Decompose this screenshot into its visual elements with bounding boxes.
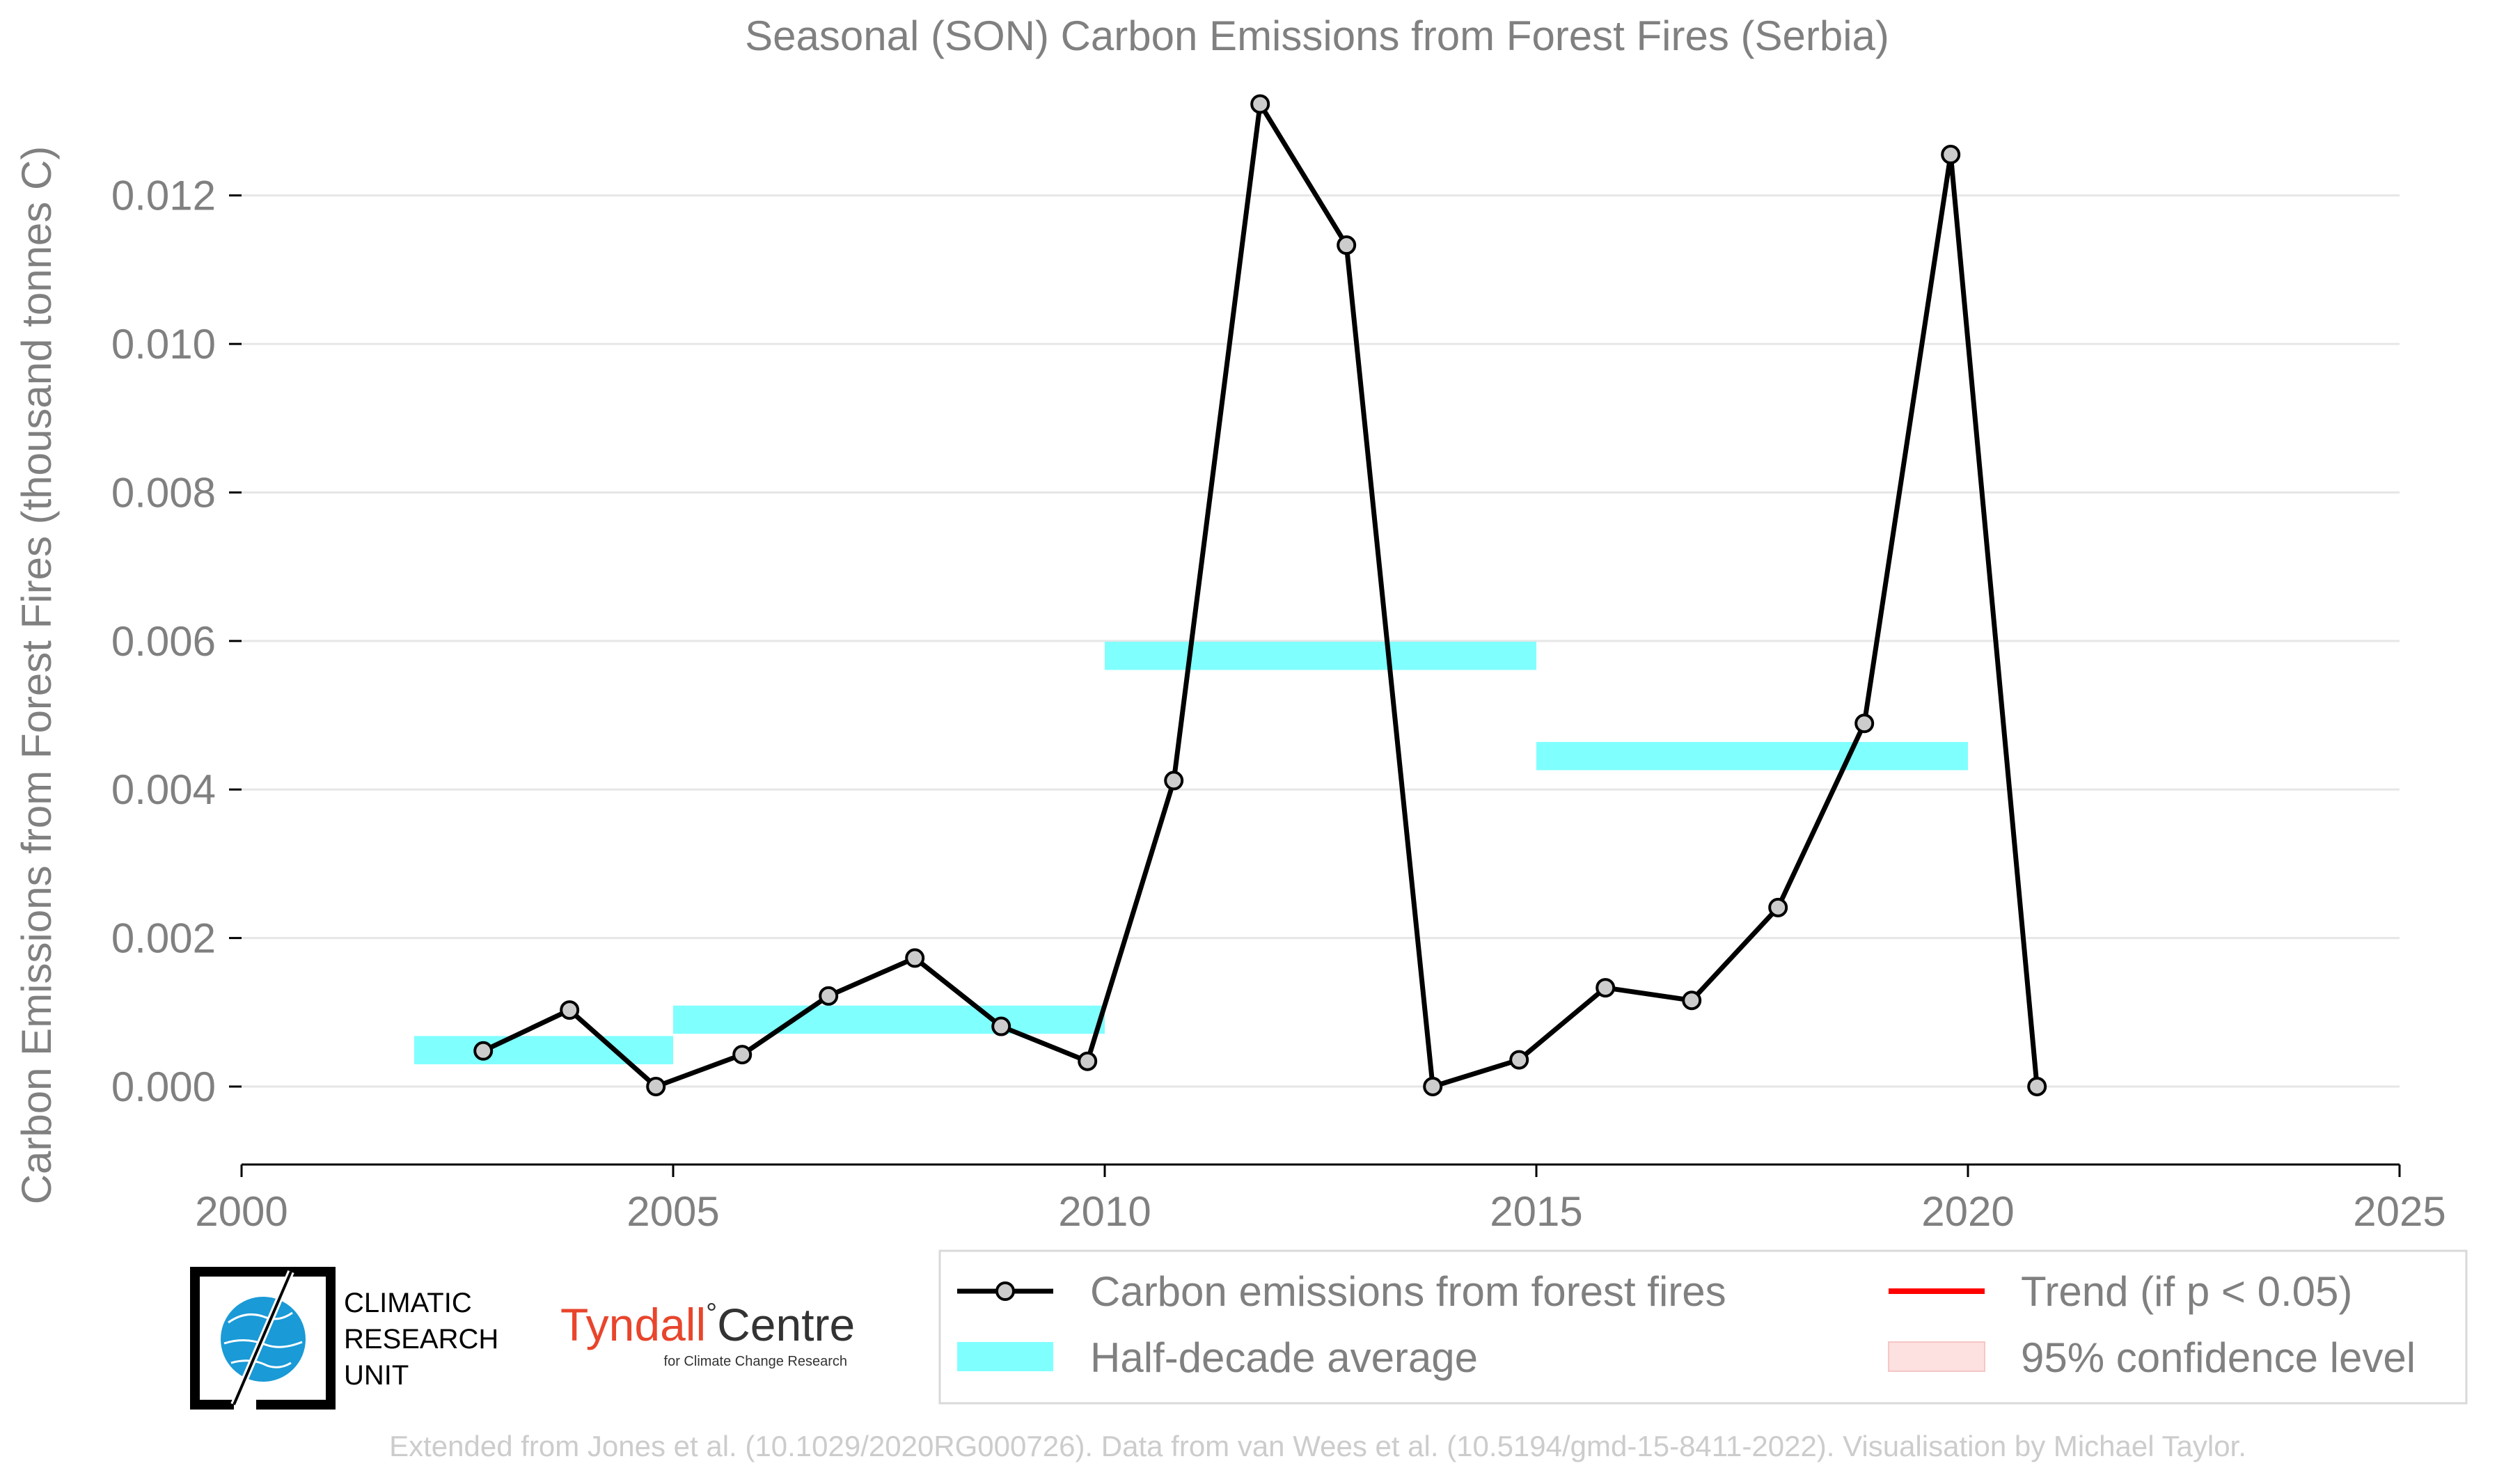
legend-box xyxy=(938,1249,2468,1405)
x-tick-label: 2005 xyxy=(627,1188,719,1235)
half-decade-bar xyxy=(1105,641,1536,670)
half-decade-bar xyxy=(673,1005,1105,1034)
legend-label-emissions: Carbon emissions from forest fires xyxy=(1090,1268,1726,1315)
legend: Carbon emissions from forest fires Trend… xyxy=(938,1249,2468,1405)
half-decade-bar xyxy=(1536,741,1968,771)
x-tick-label: 2010 xyxy=(1058,1188,1151,1235)
x-tick-label: 2015 xyxy=(1490,1188,1582,1235)
y-tick-label: 0.006 xyxy=(111,618,216,665)
data-point xyxy=(1509,1050,1529,1070)
legend-label-half-decade: Half-decade average xyxy=(1090,1334,1478,1381)
y-tick-label: 0.010 xyxy=(111,321,216,368)
y-axis-ticks: 0.000 0.002 0.004 0.006 0.008 0.010 0.012 xyxy=(111,173,242,1110)
half-decade-bands xyxy=(414,641,1968,1064)
data-point xyxy=(1768,897,1788,917)
legend-half-decade-patch-icon xyxy=(957,1342,1053,1371)
x-axis-ticks: 2000 2005 2010 2015 2020 2025 xyxy=(195,1165,2446,1235)
data-point xyxy=(905,948,925,968)
gridlines xyxy=(242,194,2400,1088)
data-point xyxy=(1337,235,1357,255)
emissions-series xyxy=(473,94,2047,1096)
y-tick-label: 0.004 xyxy=(111,766,216,813)
data-point xyxy=(1423,1076,1443,1096)
data-point xyxy=(1164,771,1184,791)
data-point xyxy=(1941,145,1961,165)
x-tick-label: 2020 xyxy=(1921,1188,2014,1235)
y-tick-label: 0.008 xyxy=(111,469,216,516)
data-point xyxy=(473,1041,494,1061)
data-point xyxy=(2027,1076,2047,1096)
chart-title: Seasonal (SON) Carbon Emissions from For… xyxy=(745,13,1889,59)
legend-label-trend: Trend (if p < 0.05) xyxy=(2021,1268,2352,1315)
x-tick-label: 2000 xyxy=(195,1188,287,1235)
legend-confidence-patch-icon xyxy=(1888,1341,1985,1372)
cru-logo-line-2: RESEARCH xyxy=(344,1324,498,1355)
data-point xyxy=(1854,713,1875,734)
legend-marker-icon xyxy=(995,1281,1015,1301)
x-tick-label: 2025 xyxy=(2353,1188,2445,1235)
series-line xyxy=(482,101,2040,1089)
data-point xyxy=(1596,978,1616,998)
half-decade-bar xyxy=(414,1036,673,1064)
y-tick-label: 0.002 xyxy=(111,915,216,962)
tyndall-logo-subtitle: for Climate Change Research xyxy=(664,1354,847,1369)
data-point xyxy=(1250,94,1270,114)
y-tick-label: 0.012 xyxy=(111,173,216,219)
data-point xyxy=(646,1076,666,1096)
tyndall-logo-text: Tyndall°Centre xyxy=(560,1298,855,1350)
y-tick-label: 0.000 xyxy=(111,1064,216,1110)
data-point xyxy=(819,986,839,1006)
data-point xyxy=(1682,990,1702,1011)
data-point xyxy=(732,1045,753,1065)
data-point xyxy=(1078,1051,1098,1071)
data-point xyxy=(991,1016,1011,1036)
cru-logo: CLIMATIC RESEARCH UNIT xyxy=(190,1267,498,1410)
cru-logo-line-3: UNIT xyxy=(344,1360,409,1391)
legend-label-confidence: 95% confidence level xyxy=(2021,1334,2416,1381)
footer-credit: Extended from Jones et al. (10.1029/2020… xyxy=(389,1430,2246,1462)
y-axis-label: Carbon Emissions from Forest Fires (thou… xyxy=(13,146,60,1205)
cru-logo-line-1: CLIMATIC xyxy=(344,1288,472,1318)
tyndall-logo: Tyndall°Centre for Climate Change Resear… xyxy=(560,1298,855,1369)
data-point xyxy=(560,1000,580,1020)
